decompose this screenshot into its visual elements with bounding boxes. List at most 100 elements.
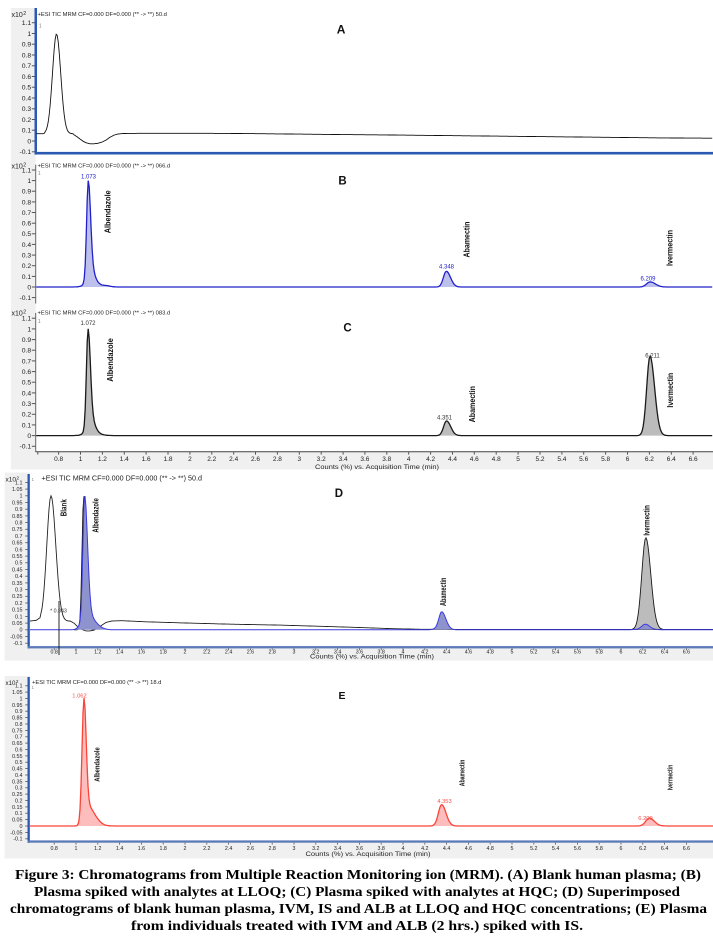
svg-text:3.6: 3.6 xyxy=(360,456,369,463)
svg-text:3: 3 xyxy=(293,846,296,852)
svg-text:6.211: 6.211 xyxy=(645,354,660,360)
svg-text:0.95: 0.95 xyxy=(12,703,23,709)
svg-text:4.353: 4.353 xyxy=(437,799,452,805)
svg-text:1.073: 1.073 xyxy=(81,174,97,180)
svg-text:0.7: 0.7 xyxy=(22,63,32,70)
svg-text:0.4: 0.4 xyxy=(15,773,23,779)
svg-text:0.4: 0.4 xyxy=(22,242,32,249)
svg-text:0.2: 0.2 xyxy=(22,263,32,270)
svg-text:0.75: 0.75 xyxy=(12,527,23,533)
svg-text:0.9: 0.9 xyxy=(15,709,23,715)
svg-text:2.4: 2.4 xyxy=(229,456,238,463)
svg-text:5.6: 5.6 xyxy=(579,456,588,463)
svg-text:0.05: 0.05 xyxy=(12,621,23,627)
svg-text:1: 1 xyxy=(75,650,78,656)
svg-text:Albendazole: Albendazole xyxy=(103,190,113,233)
svg-text:1.8: 1.8 xyxy=(163,456,172,463)
svg-text:0.6: 0.6 xyxy=(15,747,23,753)
svg-text:0.3: 0.3 xyxy=(15,588,23,594)
svg-text:3.8: 3.8 xyxy=(382,456,391,463)
svg-text:4.2: 4.2 xyxy=(426,456,435,463)
svg-text:0: 0 xyxy=(27,138,31,145)
svg-text:4.4: 4.4 xyxy=(443,650,450,656)
svg-text:1: 1 xyxy=(27,326,31,333)
svg-text:0.3: 0.3 xyxy=(22,253,32,260)
svg-text:3: 3 xyxy=(297,456,301,463)
svg-text:1.1: 1.1 xyxy=(22,316,32,323)
svg-text:1.062: 1.062 xyxy=(72,694,87,700)
svg-text:0.25: 0.25 xyxy=(12,594,23,600)
svg-text:0.8: 0.8 xyxy=(15,722,23,728)
svg-text:3.4: 3.4 xyxy=(339,456,348,463)
svg-text:6.4: 6.4 xyxy=(667,456,676,463)
svg-text:Figure 3: Chromatograms from M: Figure 3: Chromatograms from Multiple Re… xyxy=(15,868,701,883)
svg-text:-0.1: -0.1 xyxy=(19,444,31,451)
svg-text:0.45: 0.45 xyxy=(12,767,23,773)
svg-text:4: 4 xyxy=(407,456,411,463)
svg-text:5.4: 5.4 xyxy=(557,456,566,463)
svg-text:Ivermectin: Ivermectin xyxy=(666,765,675,791)
svg-text:E: E xyxy=(339,690,346,702)
svg-text:0.3: 0.3 xyxy=(22,106,32,113)
svg-text:5.6: 5.6 xyxy=(574,846,581,852)
svg-text:2.6: 2.6 xyxy=(247,650,254,656)
svg-text:Counts (%) vs. Acquisition Tim: Counts (%) vs. Acquisition Time (min) xyxy=(315,464,439,471)
svg-text:0: 0 xyxy=(20,824,23,830)
svg-text:1: 1 xyxy=(20,696,23,702)
svg-text:0.7: 0.7 xyxy=(22,210,32,217)
svg-text:0.5: 0.5 xyxy=(15,561,23,567)
svg-text:1.6: 1.6 xyxy=(142,456,151,463)
svg-text:3: 3 xyxy=(293,650,296,656)
svg-text:6.6: 6.6 xyxy=(689,456,698,463)
svg-text:-0.1: -0.1 xyxy=(13,641,22,647)
svg-text:0.6: 0.6 xyxy=(22,221,32,228)
svg-text:6: 6 xyxy=(620,650,623,656)
svg-text:Albendazole: Albendazole xyxy=(92,498,101,533)
svg-text:Abamectin: Abamectin xyxy=(458,760,467,787)
svg-text:2.2: 2.2 xyxy=(207,456,216,463)
svg-text:6.2: 6.2 xyxy=(639,846,646,852)
svg-text:6: 6 xyxy=(620,846,623,852)
svg-text:5.8: 5.8 xyxy=(596,650,603,656)
svg-text:0.85: 0.85 xyxy=(12,514,23,520)
svg-text:-0.05: -0.05 xyxy=(10,634,22,640)
svg-text:Ivermectin: Ivermectin xyxy=(665,373,675,408)
svg-text:C: C xyxy=(343,322,351,334)
svg-text:1.2: 1.2 xyxy=(94,846,101,852)
svg-text:5.6: 5.6 xyxy=(574,650,581,656)
svg-text:0.35: 0.35 xyxy=(12,581,23,587)
svg-text:5.2: 5.2 xyxy=(530,650,537,656)
svg-text:1: 1 xyxy=(27,178,31,185)
svg-text:4.6: 4.6 xyxy=(465,846,472,852)
svg-text:0.1: 0.1 xyxy=(22,422,32,429)
svg-text:1.6: 1.6 xyxy=(138,650,145,656)
svg-text:2.6: 2.6 xyxy=(251,456,260,463)
svg-text:0.9: 0.9 xyxy=(15,507,23,513)
svg-text:5.8: 5.8 xyxy=(596,846,603,852)
svg-text:6.2: 6.2 xyxy=(639,650,646,656)
svg-text:5.2: 5.2 xyxy=(535,456,544,463)
svg-text:B: B xyxy=(338,176,346,188)
svg-text:0.1: 0.1 xyxy=(22,128,32,135)
svg-text:D: D xyxy=(335,488,343,500)
svg-text:+ESI TIC MRM CF=0.000 DF=0.000: +ESI TIC MRM CF=0.000 DF=0.000 (** -> **… xyxy=(42,474,202,483)
svg-text:0.5: 0.5 xyxy=(15,760,23,766)
svg-text:0.4: 0.4 xyxy=(22,95,32,102)
svg-text:0.6: 0.6 xyxy=(22,74,32,81)
svg-text:0.5: 0.5 xyxy=(22,380,32,387)
svg-text:chromatograms of blank human p: chromatograms of blank human plasma, IVM… xyxy=(10,902,707,917)
svg-text:0.8: 0.8 xyxy=(51,650,58,656)
svg-text:0.7: 0.7 xyxy=(15,735,23,741)
svg-text:0.6: 0.6 xyxy=(15,547,23,553)
svg-text:0: 0 xyxy=(27,284,31,291)
svg-text:Counts (%) vs. Acquisition Tim: Counts (%) vs. Acquisition Time (min) xyxy=(310,654,434,661)
svg-text:0.1: 0.1 xyxy=(15,614,23,620)
svg-text:1: 1 xyxy=(79,456,83,463)
svg-text:2.8: 2.8 xyxy=(269,650,276,656)
svg-text:0.75: 0.75 xyxy=(12,728,23,734)
svg-text:0.95: 0.95 xyxy=(12,500,23,506)
svg-text:0.9: 0.9 xyxy=(22,189,32,196)
svg-text:Albendazole: Albendazole xyxy=(105,338,115,382)
svg-text:0: 0 xyxy=(27,433,31,440)
svg-text:1.1: 1.1 xyxy=(15,480,23,486)
